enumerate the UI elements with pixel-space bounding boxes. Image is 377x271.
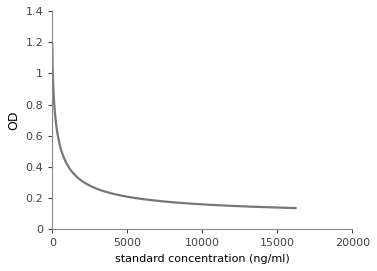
Y-axis label: OD: OD [7, 111, 20, 130]
X-axis label: standard concentration (ng/ml): standard concentration (ng/ml) [115, 254, 290, 264]
